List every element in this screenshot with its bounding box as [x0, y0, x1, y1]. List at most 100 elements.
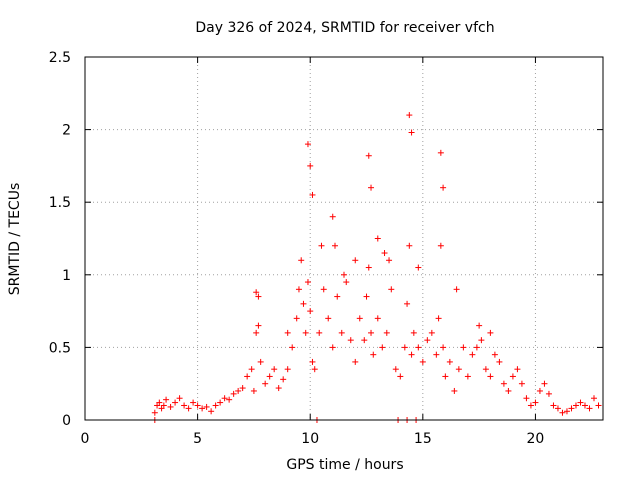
data-point: [595, 402, 602, 409]
data-point: [563, 408, 570, 415]
data-point: [581, 402, 588, 409]
data-point: [338, 329, 345, 336]
data-point: [365, 152, 372, 159]
data-point: [343, 279, 350, 286]
data-point: [329, 213, 336, 220]
x-tick-label: 0: [81, 431, 90, 447]
data-point: [397, 373, 404, 380]
data-point: [253, 329, 260, 336]
data-point: [473, 344, 480, 351]
data-point: [363, 293, 370, 300]
data-point: [455, 366, 462, 373]
data-point: [271, 366, 278, 373]
y-tick-label: 1: [62, 268, 71, 284]
data-point: [406, 242, 413, 249]
data-point: [446, 358, 453, 365]
data-point: [541, 380, 548, 387]
data-point: [532, 399, 539, 406]
data-point: [568, 405, 575, 412]
data-point: [325, 315, 332, 322]
data-point: [304, 279, 311, 286]
data-point: [415, 344, 422, 351]
data-point: [255, 322, 262, 329]
data-point: [304, 141, 311, 148]
data-point: [487, 373, 494, 380]
data-point: [156, 399, 163, 406]
data-point: [302, 329, 309, 336]
data-point: [453, 286, 460, 293]
data-point: [437, 242, 444, 249]
data-point: [435, 315, 442, 322]
data-point: [262, 380, 269, 387]
data-point: [253, 289, 260, 296]
data-point: [280, 376, 287, 383]
data-point: [221, 395, 228, 402]
data-point: [536, 387, 543, 394]
data-point: [239, 385, 246, 392]
y-tick-label: 2.5: [49, 50, 71, 66]
data-point: [190, 399, 197, 406]
data-point: [284, 329, 291, 336]
data-point: [257, 358, 264, 365]
data-point: [415, 264, 422, 271]
data-point: [361, 337, 368, 344]
data-point: [163, 396, 170, 403]
data-point: [433, 351, 440, 358]
data-point: [518, 380, 525, 387]
y-tick-label: 0: [62, 413, 71, 429]
data-point: [212, 402, 219, 409]
data-point: [559, 409, 566, 416]
data-point: [368, 329, 375, 336]
data-point: [235, 387, 242, 394]
data-point: [554, 405, 561, 412]
data-point: [266, 373, 273, 380]
data-point: [381, 250, 388, 257]
data-point: [451, 387, 458, 394]
data-point: [514, 366, 521, 373]
data-point: [590, 395, 597, 402]
data-point: [275, 385, 282, 392]
data-point: [309, 358, 316, 365]
data-point: [298, 257, 305, 264]
data-point: [500, 380, 507, 387]
data-point: [368, 184, 375, 191]
data-point: [440, 344, 447, 351]
data-point: [250, 387, 257, 394]
data-point: [424, 337, 431, 344]
data-point: [386, 257, 393, 264]
data-point: [476, 322, 483, 329]
data-point: [176, 395, 183, 402]
data-point: [478, 337, 485, 344]
data-point: [374, 235, 381, 242]
data-point: [550, 402, 557, 409]
data-point: [160, 402, 167, 409]
data-point: [383, 329, 390, 336]
data-point: [307, 308, 314, 315]
x-tick-label: 15: [414, 431, 432, 447]
data-point: [410, 329, 417, 336]
data-point: [318, 242, 325, 249]
data-point: [572, 402, 579, 409]
data-point: [316, 329, 323, 336]
data-point: [404, 300, 411, 307]
data-point: [307, 162, 314, 169]
data-point: [419, 358, 426, 365]
data-point: [586, 405, 593, 412]
y-tick-label: 0.5: [49, 340, 71, 356]
data-point: [388, 286, 395, 293]
data-point: [406, 112, 413, 119]
data-point: [379, 344, 386, 351]
data-point: [460, 344, 467, 351]
data-point: [208, 408, 215, 415]
y-axis-label: SRMTID / TECUs: [7, 183, 23, 296]
data-point: [408, 129, 415, 136]
data-point: [365, 264, 372, 271]
data-point: [199, 405, 206, 412]
data-point: [172, 399, 179, 406]
data-point: [230, 390, 237, 397]
axis-ticks: 0 5 10 15 20 0 0.5 1 1.5 2 2.5: [49, 50, 603, 447]
data-point: [440, 184, 447, 191]
data-point: [284, 366, 291, 373]
grid-lines: [85, 57, 603, 420]
